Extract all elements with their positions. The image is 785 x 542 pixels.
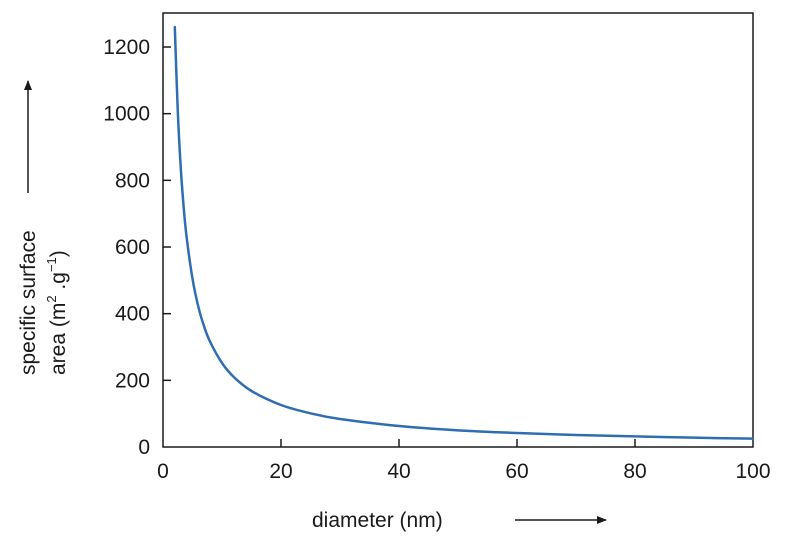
svg-text:specific surface: specific surface [17, 230, 40, 375]
x-tick-label: 0 [157, 460, 169, 483]
y-tick-label: 600 [115, 236, 150, 259]
x-tick-label: 40 [387, 460, 410, 483]
y-axis-title-sup2: −1 [44, 257, 59, 272]
y-axis-title-suffix: ) [47, 250, 70, 257]
y-axis-title-sup1: 2 [44, 295, 59, 302]
y-axis-title: specific surface area (m2 .g−1) [17, 80, 70, 375]
y-axis-title-mid: .g [47, 272, 70, 295]
y-axis-ticks: 0 200 400 600 800 1000 1200 [103, 36, 171, 459]
x-tick-label: 80 [623, 460, 646, 483]
x-axis-ticks: 0 20 40 60 80 100 [157, 439, 771, 483]
y-tick-label: 1200 [103, 36, 150, 59]
series-line [173, 25, 755, 440]
x-tick-label: 100 [735, 460, 770, 483]
y-tick-label: 0 [138, 436, 150, 459]
x-tick-label: 60 [505, 460, 528, 483]
y-tick-label: 1000 [103, 103, 150, 126]
x-axis-title: diameter (nm) [312, 509, 443, 532]
y-tick-label: 800 [115, 169, 150, 192]
plot-frame [162, 12, 754, 448]
y-tick-label: 400 [115, 303, 150, 326]
y-axis-title-line2-prefix: area (m [47, 303, 70, 375]
x-tick-label: 20 [269, 460, 292, 483]
svg-text:area (m2 .g−1): area (m2 .g−1) [44, 250, 70, 375]
y-axis-title-line1: specific surface [17, 230, 40, 375]
y-tick-label: 200 [115, 369, 150, 392]
